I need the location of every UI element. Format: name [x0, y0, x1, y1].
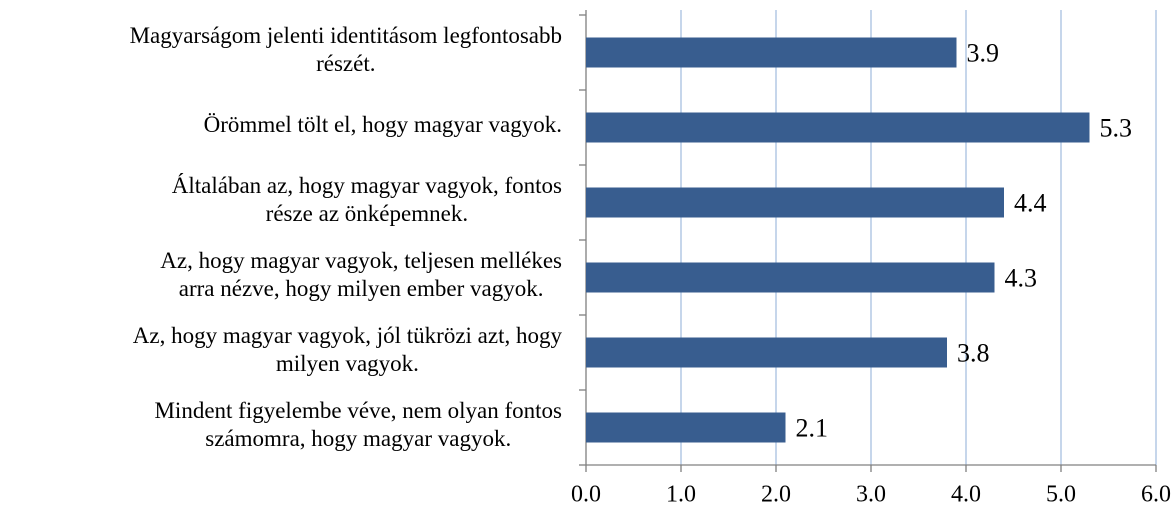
category-label: Magyarságom jelenti identitásom legfonto…: [129, 22, 562, 76]
bar: [586, 262, 995, 293]
category-label-box: Örömmel tölt el, hogy magyar vagyok.: [0, 87, 562, 162]
x-tick-label: 6.0: [1141, 482, 1171, 508]
bar: [586, 412, 786, 443]
category-label-box: Mindent figyelembe véve, nem olyan fonto…: [0, 387, 562, 462]
bar: [586, 337, 947, 368]
bar: [586, 187, 1004, 218]
bar: [586, 37, 957, 68]
data-label: 5.3: [1100, 113, 1133, 142]
category-label-box: Magyarságom jelenti identitásom legfonto…: [0, 12, 562, 87]
x-tick-label: 4.0: [951, 482, 981, 508]
category-label-box: Az, hogy magyar vagyok, teljesen melléke…: [0, 237, 562, 312]
category-label: Az, hogy magyar vagyok, teljesen melléke…: [160, 247, 562, 301]
data-label: 3.8: [957, 338, 990, 367]
category-label: Az, hogy magyar vagyok, jól tükrözi azt,…: [132, 322, 562, 376]
data-label: 3.9: [967, 38, 1000, 67]
x-tick-label: 2.0: [761, 482, 791, 508]
category-label: Mindent figyelembe véve, nem olyan fonto…: [154, 397, 562, 451]
category-label: Örömmel tölt el, hogy magyar vagyok.: [203, 111, 562, 137]
x-tick-label: 1.0: [666, 482, 696, 508]
bar: [586, 112, 1090, 143]
category-label: Általában az, hogy magyar vagyok, fontos…: [171, 172, 562, 226]
x-tick-label: 5.0: [1046, 482, 1076, 508]
data-label: 2.1: [796, 413, 829, 442]
data-label: 4.4: [1014, 188, 1047, 217]
x-tick-label: 3.0: [856, 482, 886, 508]
data-label: 4.3: [1005, 263, 1038, 292]
category-label-box: Az, hogy magyar vagyok, jól tükrözi azt,…: [0, 312, 562, 387]
x-tick-label: 0.0: [571, 482, 601, 508]
category-label-box: Általában az, hogy magyar vagyok, fontos…: [0, 162, 562, 237]
